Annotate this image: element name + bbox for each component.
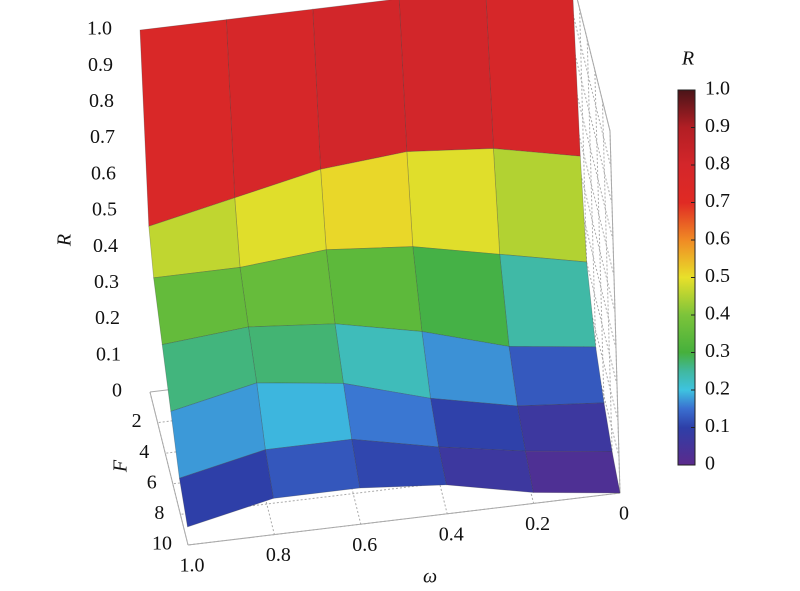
z-tick-label: 0.6 <box>91 162 116 184</box>
colorbar-tick-label: 1.0 <box>705 78 730 100</box>
colorbar-tick-label: 0.2 <box>705 378 730 400</box>
x-tick-label: 0.8 <box>266 544 291 566</box>
colorbar-tick-label: 0.4 <box>705 303 730 325</box>
grid-line <box>594 69 606 432</box>
surface-patch <box>351 438 447 489</box>
surface-patch <box>256 382 353 451</box>
colorbar-tick-label: 0.5 <box>705 265 730 287</box>
surface-patch <box>524 450 621 494</box>
surface-patch <box>264 438 361 499</box>
y-tick-label: 10 <box>152 533 172 555</box>
colorbar-title: R <box>681 48 694 70</box>
surface-patch <box>499 253 597 348</box>
colorbar-tick-label: 0.9 <box>705 115 730 137</box>
surface-patch <box>398 0 494 153</box>
y-tick-label: 8 <box>154 502 164 524</box>
surface-patch <box>139 19 236 227</box>
z-tick-label: 0.3 <box>94 271 119 293</box>
z-tick-label: 0.5 <box>92 199 117 221</box>
colorbar-tick-label: 0.1 <box>705 415 730 437</box>
y-tick-label: 6 <box>147 471 157 493</box>
y-tick-label: 2 <box>132 410 142 432</box>
surface-patch <box>320 151 414 251</box>
surface-patch <box>406 148 501 255</box>
surface-patch <box>485 0 581 157</box>
x-tick-label: 0.4 <box>439 523 464 545</box>
grid-line <box>609 130 621 494</box>
surface-patch <box>247 323 344 384</box>
grid-line <box>601 100 613 463</box>
z-tick-label: 0.7 <box>90 126 115 148</box>
z-tick-label: 0.4 <box>93 235 118 257</box>
grid-line <box>586 39 598 402</box>
surface-patch <box>508 346 605 407</box>
colorbar-tick-label: 0.7 <box>705 190 730 212</box>
x-axis-label: ω <box>423 566 437 588</box>
z-axis-label: R <box>54 234 76 247</box>
z-tick-label: 0.9 <box>88 54 113 76</box>
surface-patch <box>412 246 510 347</box>
surface-patch <box>438 446 534 493</box>
wall-edge <box>576 0 611 132</box>
x-tick-label: 0 <box>619 503 629 525</box>
colorbar-tick-label: 0 <box>705 453 715 475</box>
z-tick-label: 1.0 <box>87 18 112 40</box>
surface-patch <box>312 0 408 170</box>
surface-patch <box>226 8 321 199</box>
surface-patch <box>430 397 526 452</box>
colorbar-tick-label: 0.8 <box>705 153 730 175</box>
z-tick-label: 0.2 <box>95 307 120 329</box>
y-axis-label: F <box>110 459 132 473</box>
z-tick-label: 0.1 <box>96 343 121 365</box>
surface-patch <box>325 246 423 332</box>
z-tick-label: 0.8 <box>89 90 114 112</box>
y-tick-label: 4 <box>139 441 149 463</box>
x-tick-label: 0.6 <box>352 534 377 556</box>
colorbar-tick-label: 0.3 <box>705 340 730 362</box>
colorbar-tick-label: 0.6 <box>705 228 730 250</box>
surface-patch <box>493 148 587 263</box>
surface-patch <box>179 449 274 528</box>
wall-edge <box>149 391 189 546</box>
surface-patch <box>516 402 613 452</box>
x-tick-label: 0.2 <box>525 513 550 535</box>
grid-line <box>187 492 621 546</box>
z-tick-label: 0 <box>112 380 122 402</box>
x-tick-label: 1.0 <box>180 555 205 577</box>
